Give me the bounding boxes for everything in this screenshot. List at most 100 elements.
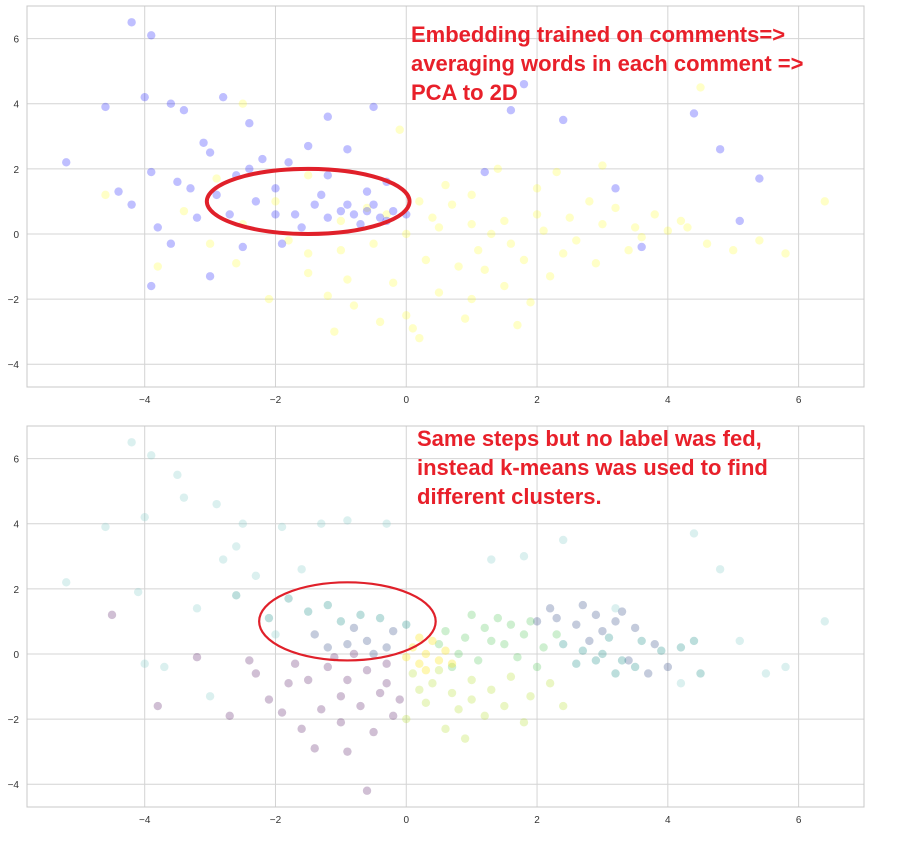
- data-point: [755, 174, 764, 183]
- data-point: [735, 636, 744, 646]
- data-point: [369, 727, 378, 737]
- data-point: [402, 620, 411, 629]
- y-tick-label: 6: [13, 455, 19, 466]
- data-point: [820, 197, 829, 206]
- y-tick-label: −4: [8, 360, 20, 371]
- data-point: [506, 620, 516, 629]
- data-point: [225, 711, 234, 721]
- x-tick-label: −2: [270, 815, 282, 826]
- data-point: [500, 281, 509, 291]
- data-point: [526, 298, 535, 307]
- data-point: [245, 164, 254, 174]
- data-point: [585, 197, 594, 206]
- data-point: [173, 177, 182, 187]
- data-point: [500, 701, 509, 711]
- data-point: [460, 314, 470, 323]
- data-point: [336, 206, 346, 216]
- data-point: [277, 708, 287, 717]
- data-point: [317, 705, 326, 714]
- data-point: [454, 705, 463, 714]
- data-point: [473, 656, 483, 665]
- data-point: [153, 262, 162, 271]
- data-point: [598, 219, 607, 229]
- data-point: [460, 633, 470, 642]
- data-point: [179, 493, 189, 502]
- data-point: [415, 685, 424, 694]
- data-point: [382, 210, 391, 219]
- data-point: [160, 662, 169, 672]
- data-point: [467, 294, 476, 304]
- data-point: [572, 659, 581, 668]
- data-point: [480, 623, 489, 633]
- x-tick-label: 0: [403, 395, 409, 406]
- data-point: [402, 714, 411, 724]
- data-point: [271, 197, 280, 206]
- annotation-line: PCA to 2D: [411, 80, 518, 105]
- data-point: [362, 187, 372, 196]
- plot-frame: [26, 425, 865, 808]
- data-point: [454, 649, 463, 659]
- data-point: [323, 291, 332, 301]
- y-tick-label: −2: [8, 715, 20, 726]
- data-point: [683, 223, 692, 232]
- data-point: [559, 249, 568, 258]
- data-point: [441, 180, 450, 190]
- data-point: [375, 613, 385, 623]
- data-point: [101, 522, 110, 532]
- data-point: [284, 679, 293, 688]
- data-point: [356, 701, 365, 711]
- data-point: [343, 275, 352, 284]
- data-point: [611, 604, 620, 613]
- y-tick-label: 0: [13, 230, 19, 241]
- data-point: [277, 522, 287, 532]
- data-point: [617, 656, 627, 665]
- y-tick-label: 4: [13, 100, 19, 111]
- data-point: [362, 666, 372, 675]
- data-point: [127, 200, 136, 209]
- data-point: [317, 519, 326, 528]
- data-point: [441, 626, 450, 636]
- data-point: [218, 555, 228, 564]
- data-point: [323, 171, 332, 180]
- data-point: [303, 171, 313, 180]
- data-point: [362, 636, 372, 646]
- data-point: [781, 662, 790, 672]
- data-point: [630, 223, 640, 232]
- data-point: [356, 219, 365, 229]
- data-point: [434, 223, 444, 232]
- data-point: [153, 223, 162, 232]
- data-point: [127, 18, 136, 27]
- data-point: [303, 607, 313, 616]
- data-point: [447, 688, 457, 698]
- data-point: [519, 255, 529, 265]
- series-5: [402, 666, 568, 743]
- x-tick-label: 2: [534, 815, 540, 826]
- data-point: [362, 206, 372, 216]
- data-point: [395, 695, 404, 704]
- data-point: [487, 685, 496, 694]
- y-tick-label: 2: [13, 585, 19, 596]
- y-tick-label: −2: [8, 295, 20, 306]
- data-point: [611, 203, 620, 213]
- data-point: [637, 233, 646, 242]
- data-point: [238, 99, 247, 108]
- data-point: [421, 666, 431, 675]
- data-point: [572, 236, 581, 245]
- data-point: [147, 167, 156, 177]
- data-point: [578, 646, 588, 655]
- data-point: [133, 587, 143, 597]
- annotation-line: Same steps but no label was fed,: [417, 426, 762, 451]
- data-point: [611, 669, 620, 678]
- data-point: [447, 659, 457, 668]
- x-tick-label: 0: [403, 815, 409, 826]
- data-point: [644, 669, 653, 678]
- data-point: [402, 229, 411, 239]
- data-point: [323, 112, 332, 121]
- data-point: [107, 610, 117, 620]
- data-point: [434, 288, 444, 297]
- data-point: [153, 701, 162, 711]
- data-point: [290, 659, 300, 668]
- data-point: [467, 190, 476, 200]
- data-point: [545, 679, 555, 688]
